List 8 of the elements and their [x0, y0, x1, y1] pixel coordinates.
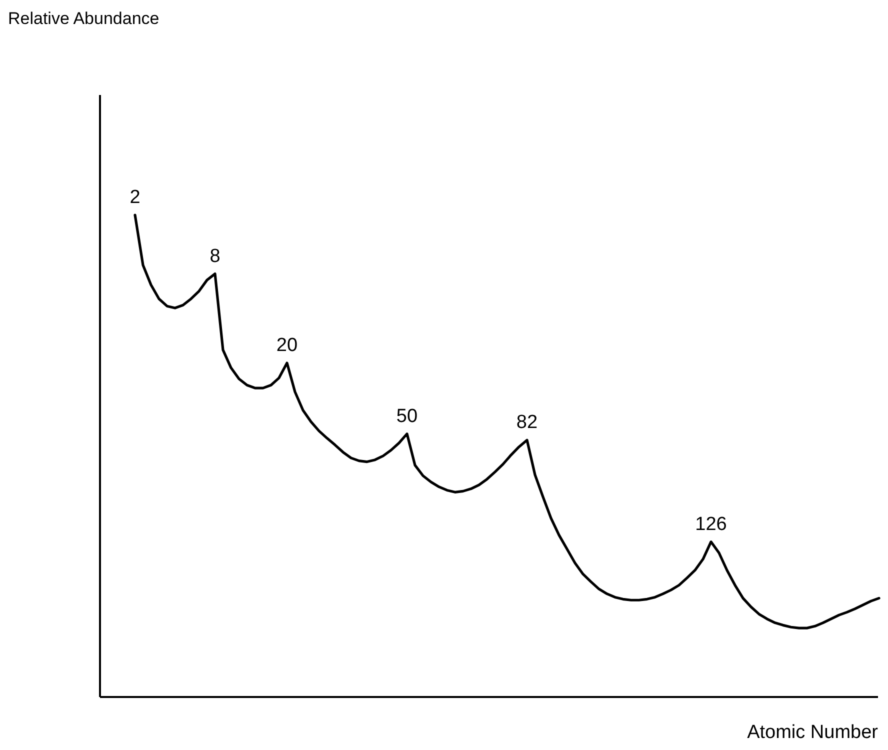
- annotation: 82: [516, 412, 538, 434]
- annotation: 126: [695, 514, 727, 535]
- annotation: 20: [276, 334, 298, 356]
- annotation: 8: [210, 246, 220, 267]
- x-axis-title: Atomic Number: [747, 722, 879, 743]
- annotation: 50: [396, 406, 418, 427]
- text: Relative Abundance: [8, 9, 160, 28]
- annotation: 2: [130, 187, 140, 208]
